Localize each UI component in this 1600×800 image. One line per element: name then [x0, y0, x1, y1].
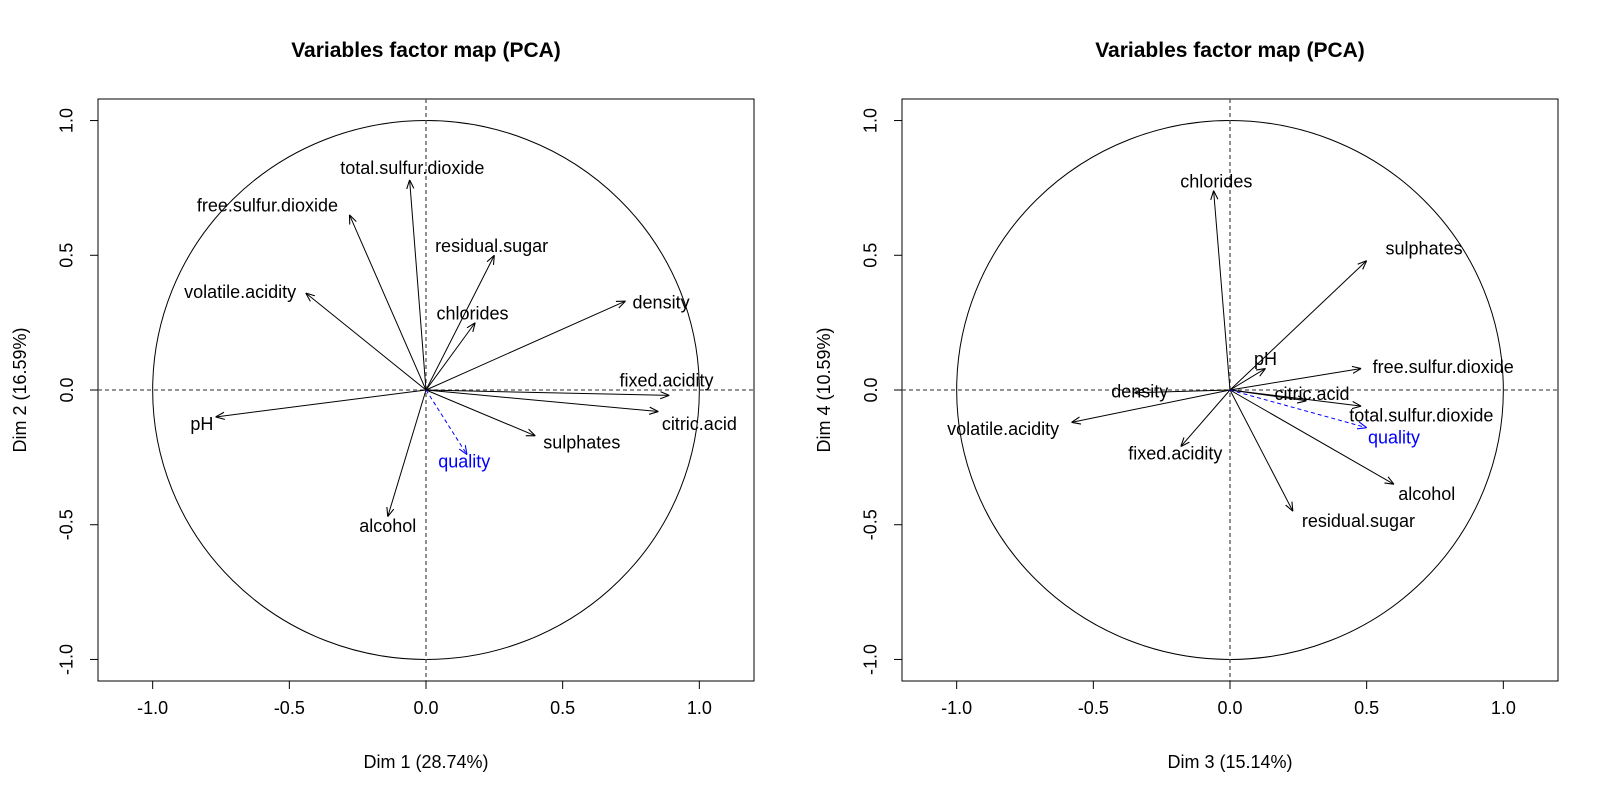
y-tick-label: -0.5 — [861, 509, 881, 540]
x-tick-label: -1.0 — [137, 698, 168, 718]
variable-label-sulphates: sulphates — [1386, 239, 1463, 259]
variable-label-alcohol: alcohol — [359, 516, 416, 536]
x-tick-label: 0.0 — [413, 698, 438, 718]
x-tick-label: -0.5 — [1078, 698, 1109, 718]
y-tick-label: 1.0 — [861, 108, 881, 133]
variable-label-alcohol: alcohol — [1398, 484, 1455, 504]
variable-label-chlorides: chlorides — [436, 303, 508, 323]
variable-label-free-sulfur-dioxide: free.sulfur.dioxide — [1373, 357, 1514, 377]
variable-arrow-density — [425, 301, 626, 391]
variable-arrow-free-sulfur-dioxide — [349, 215, 427, 391]
variable-label-fixed-acidity: fixed.acidity — [620, 371, 714, 391]
variable-arrow-residual-sugar — [425, 255, 494, 391]
variable-arrow-total-sulfur-dioxide — [410, 180, 427, 391]
variable-label-volatile-acidity: volatile.acidity — [947, 419, 1059, 439]
y-axis-label: Dim 4 (10.59%) — [814, 327, 834, 452]
y-tick-label: -0.5 — [57, 509, 77, 540]
variable-label-total-sulfur-dioxide: total.sulfur.dioxide — [340, 158, 484, 178]
variable-arrow-alcohol — [1229, 389, 1394, 484]
variable-label-quality: quality — [1368, 427, 1420, 447]
variable-arrow-citric-acid — [425, 389, 658, 412]
variable-arrow-total-sulfur-dioxide — [1229, 389, 1361, 406]
pca-panel-2: Variables factor map (PCA) -1.0 -0.5 0.0 0.5… — [814, 39, 1559, 772]
variable-label-pH: pH — [1254, 349, 1277, 369]
variable-arrow-quality — [425, 389, 467, 455]
variable-arrow-chlorides — [425, 323, 475, 391]
y-tick-label: -1.0 — [861, 644, 881, 675]
variable-label-chlorides: chlorides — [1180, 171, 1252, 191]
variable-arrow-density — [1134, 390, 1231, 393]
variable-arrow-pH — [216, 389, 427, 417]
variable-arrow-volatile-acidity — [1071, 389, 1231, 422]
variable-arrow-alcohol — [388, 389, 427, 517]
chart-title: Variables factor map (PCA) — [1095, 39, 1365, 62]
variable-arrow-free-sulfur-dioxide — [1229, 368, 1361, 391]
variable-arrow-volatile-acidity — [306, 293, 427, 391]
variable-arrow-chlorides — [1214, 191, 1231, 391]
y-tick-label: 0.5 — [861, 243, 881, 268]
y-tick-label: -1.0 — [57, 644, 77, 675]
variable-label-sulphates: sulphates — [543, 433, 620, 453]
x-axis-label: Dim 1 (28.74%) — [363, 752, 488, 772]
variable-label-quality: quality — [438, 452, 490, 472]
y-tick-label: 0.5 — [57, 243, 77, 268]
x-axis-label: Dim 3 (15.14%) — [1167, 752, 1292, 772]
variable-label-density: density — [633, 293, 690, 313]
variable-arrow-pH — [1229, 368, 1266, 391]
variable-label-volatile-acidity: volatile.acidity — [184, 282, 296, 302]
pca-panel-1: Variables factor map (PCA) -1.0 -0.5 0.0 0.5… — [10, 39, 755, 772]
y-tick-label: 1.0 — [57, 108, 77, 133]
variable-label-citric-acid: citric.acid — [662, 414, 737, 434]
variable-arrow-fixed-acidity — [1181, 389, 1231, 447]
variable-arrow-residual-sugar — [1229, 389, 1293, 511]
x-tick-label: 1.0 — [687, 698, 712, 718]
variable-arrow-fixed-acidity — [425, 389, 669, 395]
variable-label-density: density — [1111, 381, 1168, 401]
x-tick-label: 1.0 — [1491, 698, 1516, 718]
x-tick-label: 0.5 — [550, 698, 575, 718]
x-tick-label: 0.5 — [1354, 698, 1379, 718]
chart-title: Variables factor map (PCA) — [291, 39, 561, 62]
variable-label-free-sulfur-dioxide: free.sulfur.dioxide — [197, 196, 338, 216]
variable-label-residual-sugar: residual.sugar — [1302, 511, 1415, 531]
variable-arrow-quality — [1229, 389, 1367, 428]
y-tick-label: 0.0 — [861, 377, 881, 402]
y-tick-label: 0.0 — [57, 377, 77, 402]
variable-label-pH: pH — [190, 414, 213, 434]
variable-label-residual-sugar: residual.sugar — [435, 236, 548, 256]
variable-arrow-sulphates — [1229, 261, 1367, 391]
variable-arrow-sulphates — [425, 389, 535, 436]
variable-label-total-sulfur-dioxide: total.sulfur.dioxide — [1349, 406, 1493, 426]
variable-label-citric-acid: citric.acid — [1274, 384, 1349, 404]
variable-label-fixed-acidity: fixed.acidity — [1128, 443, 1222, 463]
x-tick-label: 0.0 — [1217, 698, 1242, 718]
y-axis-label: Dim 2 (16.59%) — [10, 327, 30, 452]
x-tick-label: -0.5 — [274, 698, 305, 718]
x-tick-label: -1.0 — [941, 698, 972, 718]
